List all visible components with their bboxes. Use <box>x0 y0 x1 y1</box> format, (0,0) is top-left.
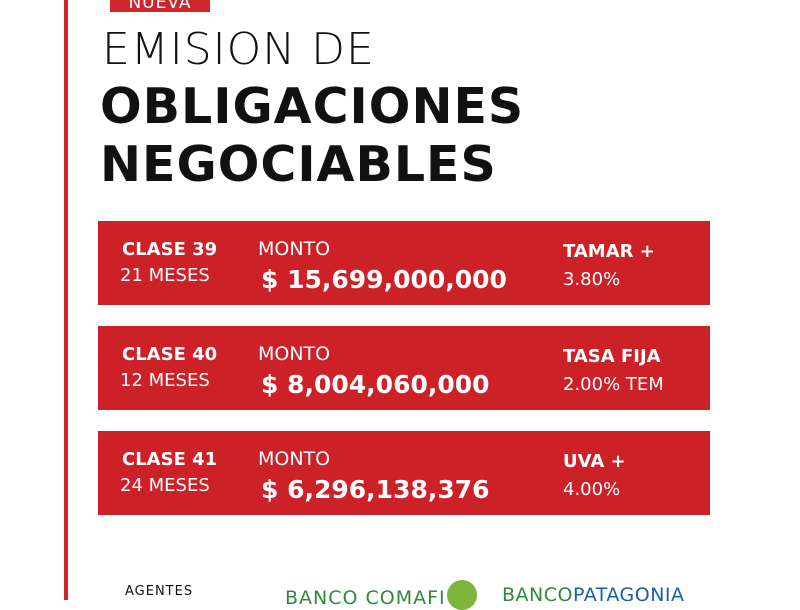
rate: 2.00% TEM <box>563 374 664 395</box>
class-name: CLASE 41 <box>122 449 218 470</box>
rate: 3.80% <box>563 269 621 290</box>
bank-part: BANCO <box>502 584 573 606</box>
class-term: 12 MESES <box>120 370 210 391</box>
accent-line <box>64 0 68 600</box>
title-line: OBLIGACIONES <box>100 78 525 135</box>
bank-part: PATAGONIA <box>572 584 685 606</box>
class-band: CLASE 39 21 MESES MONTO $ 15,699,000,000 TAM… <box>98 221 710 305</box>
amount-label: MONTO <box>258 448 331 470</box>
bank-logo: BANCOPATAGONIA <box>502 584 685 606</box>
class-term: 24 MESES <box>120 475 210 496</box>
rate-name: TASA FIJA <box>563 346 661 367</box>
title-line: EMISION DE <box>102 24 375 75</box>
rate: 4.00% <box>563 479 621 500</box>
amount: $ 8,004,060,000 <box>261 370 490 399</box>
class-term: 21 MESES <box>120 265 210 286</box>
bank-icon <box>447 580 477 610</box>
class-name: CLASE 39 <box>122 239 218 260</box>
bank-logo: BANCO COMAFI <box>285 587 446 609</box>
amount: $ 6,296,138,376 <box>261 475 490 504</box>
class-band: CLASE 40 12 MESES MONTO $ 8,004,060,000 TASA… <box>98 326 710 410</box>
amount-label: MONTO <box>258 238 331 260</box>
footer-label: AGENTES <box>125 584 194 599</box>
class-band: CLASE 41 24 MESES MONTO $ 6,296,138,376 UVA … <box>98 431 710 515</box>
rate-name: TAMAR + <box>563 241 655 262</box>
amount-label: MONTO <box>258 343 331 365</box>
rate-name: UVA + <box>563 451 626 472</box>
class-name: CLASE 40 <box>122 344 218 365</box>
title-line: NEGOCIABLES <box>100 136 497 193</box>
tag: NUEVA <box>110 0 210 13</box>
amount: $ 15,699,000,000 <box>261 265 507 294</box>
